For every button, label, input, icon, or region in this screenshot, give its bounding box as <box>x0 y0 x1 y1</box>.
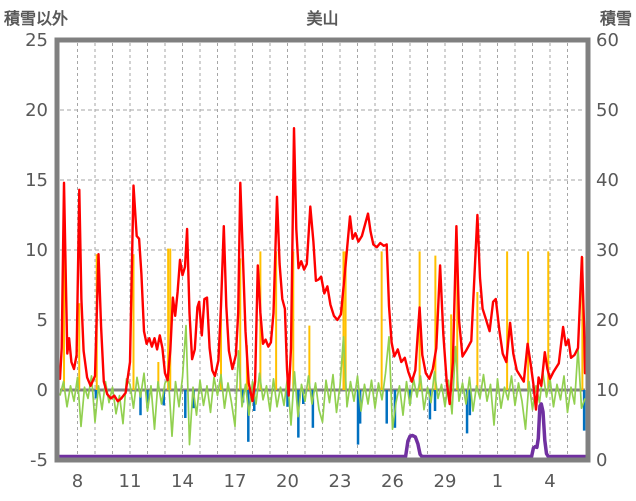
series-group <box>59 126 586 458</box>
blue_bars-bar <box>408 390 412 404</box>
orange_bars-bar <box>380 251 383 390</box>
orange_bars-bar <box>169 248 172 390</box>
blue_bars-bar <box>433 390 437 411</box>
blue_bars-bar <box>302 390 305 404</box>
blue_bars-bar <box>311 390 315 428</box>
orange_bars-bar <box>476 292 479 390</box>
orange_bars-bar <box>434 255 437 390</box>
right-axis-tick-label: 60 <box>596 30 619 51</box>
orange_bars-bar <box>581 257 584 390</box>
x-axis-tick-label: 1 <box>492 471 503 492</box>
blue_bars-bar <box>582 390 586 431</box>
orange_bars-bar <box>157 362 160 390</box>
blue_bars-bar <box>146 390 149 409</box>
blue_bars-bar <box>286 390 289 407</box>
blue_bars-bar <box>94 390 98 399</box>
x-axis-tick-label: 29 <box>434 471 457 492</box>
orange_bars-bar <box>63 254 66 390</box>
blue_bars-bar <box>428 390 432 420</box>
purple_snow_line-series <box>59 402 586 458</box>
left-axis-title: 積雪以外 <box>4 9 69 28</box>
blue_bars-bar <box>139 390 142 416</box>
right-axis-tick-label: 20 <box>596 310 619 331</box>
orange_bars-bar <box>527 251 530 390</box>
orange_bars-bar <box>456 251 459 390</box>
blue_bars-bar <box>465 390 469 434</box>
x-axis-tick-label: 23 <box>329 471 352 492</box>
plot-border <box>54 37 591 463</box>
orange_bars-bar <box>167 248 170 390</box>
left-axis-tick-label: 0 <box>37 380 48 401</box>
blue_bars-bar <box>253 390 256 411</box>
left-axis-tick-label: 20 <box>25 100 48 121</box>
orange_bars-bar <box>220 310 222 390</box>
left-axis-tick-label: 25 <box>25 30 48 51</box>
orange_bars-bar <box>344 251 347 390</box>
blue_bars-bar <box>356 390 360 445</box>
orange_bars-bar <box>239 258 242 390</box>
orange_bars-bar <box>275 251 278 390</box>
x-axis-tick-label: 4 <box>544 471 555 492</box>
green_line-series <box>59 324 586 446</box>
right-axis-tick-label: 10 <box>596 380 619 401</box>
left-axis-tick-label: -5 <box>30 450 48 471</box>
x-axis-tick-label: 26 <box>381 471 404 492</box>
orange_bars-bar <box>342 251 345 390</box>
orange_bars-bar <box>132 254 135 390</box>
blue_bars-bar <box>162 390 166 406</box>
red_line-series <box>59 126 586 411</box>
orange_bars-bar <box>78 303 81 390</box>
x-axis-tick-label: 17 <box>224 471 247 492</box>
left-axis-tick-label: 5 <box>37 310 48 331</box>
orange_bars-bar <box>506 251 509 390</box>
left-axis-tick-label: 15 <box>25 170 48 191</box>
chart-title: 美山 <box>306 9 339 28</box>
orange_bars-bar <box>292 251 295 390</box>
x-axis-tick-label: 8 <box>72 471 83 492</box>
orange_bars-bar <box>450 314 453 390</box>
x-axis-tick-label: 11 <box>119 471 142 492</box>
right-axis-tick-label: 50 <box>596 100 619 121</box>
orange_bars-bar <box>547 251 550 390</box>
blue_bars-bar <box>385 390 388 424</box>
right-axis-tick-label: 40 <box>596 170 619 191</box>
orange_bars-bar <box>308 325 311 390</box>
right-axis-title: 積雪 <box>599 9 632 28</box>
right-axis-tick-label: 30 <box>596 240 619 261</box>
blue_bars-bar <box>468 390 472 416</box>
x-axis-tick-label: 14 <box>171 471 194 492</box>
blue_bars-bar <box>247 390 250 442</box>
left-axis-tick-label: 10 <box>25 240 48 261</box>
blue_bars-bar <box>184 390 187 418</box>
x-axis-tick-label: 20 <box>276 471 299 492</box>
right-axis-tick-label: 0 <box>596 450 607 471</box>
